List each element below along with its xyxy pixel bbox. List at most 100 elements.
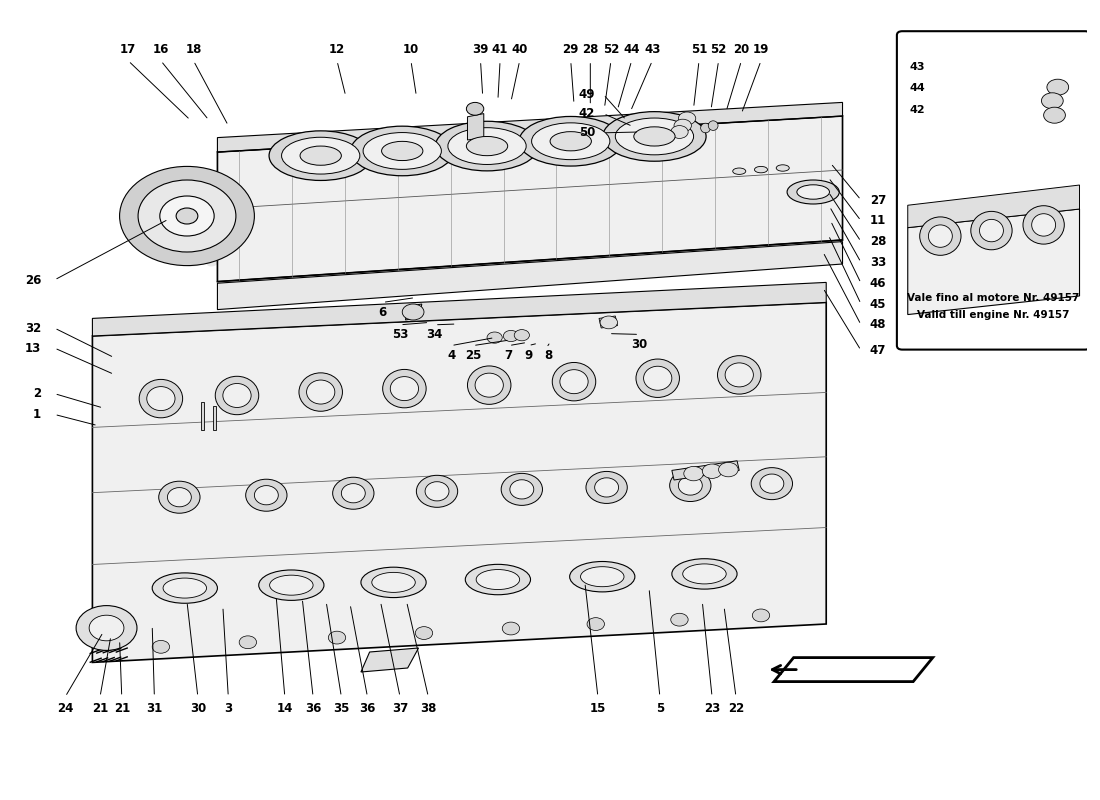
Text: 23: 23 xyxy=(704,702,720,714)
Ellipse shape xyxy=(928,225,953,247)
Text: 21: 21 xyxy=(92,702,108,714)
Ellipse shape xyxy=(307,380,334,404)
Text: 28: 28 xyxy=(582,43,598,56)
Ellipse shape xyxy=(708,121,718,130)
Ellipse shape xyxy=(363,133,441,170)
Ellipse shape xyxy=(725,363,754,387)
Ellipse shape xyxy=(475,373,504,397)
Polygon shape xyxy=(908,209,1079,314)
Circle shape xyxy=(601,316,617,329)
Text: Vale fino al motore Nr. 49157: Vale fino al motore Nr. 49157 xyxy=(908,293,1080,302)
Text: 3: 3 xyxy=(224,702,232,714)
Ellipse shape xyxy=(351,126,454,176)
Ellipse shape xyxy=(158,482,200,514)
Ellipse shape xyxy=(701,123,711,133)
Text: 33: 33 xyxy=(870,256,886,269)
Ellipse shape xyxy=(425,482,449,501)
Ellipse shape xyxy=(223,383,251,407)
Ellipse shape xyxy=(519,117,623,166)
Circle shape xyxy=(702,464,722,478)
Ellipse shape xyxy=(595,478,618,497)
Text: 25: 25 xyxy=(464,349,481,362)
Ellipse shape xyxy=(788,180,839,204)
Text: 1: 1 xyxy=(33,408,42,421)
Circle shape xyxy=(160,196,215,236)
Ellipse shape xyxy=(751,468,792,500)
Polygon shape xyxy=(92,282,826,336)
Ellipse shape xyxy=(502,474,542,506)
Text: 5: 5 xyxy=(656,702,664,714)
Ellipse shape xyxy=(270,575,314,595)
Text: 45: 45 xyxy=(870,298,887,310)
Ellipse shape xyxy=(466,137,508,156)
Text: 13: 13 xyxy=(25,342,42,354)
Ellipse shape xyxy=(245,479,287,511)
Ellipse shape xyxy=(644,366,672,390)
Text: 27: 27 xyxy=(870,194,886,206)
Text: 26: 26 xyxy=(25,274,42,286)
Ellipse shape xyxy=(971,211,1012,250)
Polygon shape xyxy=(406,304,421,320)
Ellipse shape xyxy=(300,146,341,166)
Ellipse shape xyxy=(382,142,422,161)
Text: 10: 10 xyxy=(403,43,419,56)
Ellipse shape xyxy=(679,476,702,495)
Circle shape xyxy=(752,609,770,622)
Polygon shape xyxy=(672,461,739,480)
Text: eurospares: eurospares xyxy=(179,239,408,273)
Ellipse shape xyxy=(163,578,207,598)
Ellipse shape xyxy=(670,470,711,502)
Ellipse shape xyxy=(510,480,534,499)
Circle shape xyxy=(587,618,604,630)
Text: 30: 30 xyxy=(631,338,648,350)
Text: 42: 42 xyxy=(579,107,595,120)
Text: 47: 47 xyxy=(870,344,887,357)
Text: 43: 43 xyxy=(910,62,925,72)
Ellipse shape xyxy=(299,373,342,411)
Ellipse shape xyxy=(465,564,530,594)
Circle shape xyxy=(403,304,424,320)
Circle shape xyxy=(514,330,529,341)
Text: 20: 20 xyxy=(734,43,749,56)
Text: 39: 39 xyxy=(472,43,488,56)
Ellipse shape xyxy=(146,386,175,410)
Polygon shape xyxy=(218,116,843,282)
Text: 43: 43 xyxy=(645,43,660,56)
Ellipse shape xyxy=(920,217,961,255)
Ellipse shape xyxy=(672,558,737,589)
Text: 53: 53 xyxy=(392,328,408,341)
Text: 21: 21 xyxy=(113,702,130,714)
Circle shape xyxy=(139,180,235,252)
Circle shape xyxy=(684,466,703,481)
Text: 41: 41 xyxy=(492,43,508,56)
Ellipse shape xyxy=(760,474,784,494)
Polygon shape xyxy=(218,102,843,152)
Text: 24: 24 xyxy=(57,702,74,714)
Text: 6: 6 xyxy=(378,306,387,318)
Ellipse shape xyxy=(683,564,726,584)
Ellipse shape xyxy=(254,486,278,505)
Text: 8: 8 xyxy=(543,349,552,362)
Circle shape xyxy=(487,332,503,343)
Circle shape xyxy=(718,462,738,477)
Circle shape xyxy=(328,631,345,644)
Text: 32: 32 xyxy=(25,322,42,334)
Text: 38: 38 xyxy=(420,702,437,714)
Text: 52: 52 xyxy=(711,43,727,56)
Polygon shape xyxy=(201,402,205,430)
Text: 52: 52 xyxy=(603,43,619,56)
Ellipse shape xyxy=(372,572,416,592)
Ellipse shape xyxy=(531,123,609,160)
Ellipse shape xyxy=(258,570,324,600)
Ellipse shape xyxy=(777,165,790,171)
Ellipse shape xyxy=(216,376,258,414)
Text: 17: 17 xyxy=(120,43,136,56)
Ellipse shape xyxy=(383,370,426,408)
Text: 48: 48 xyxy=(870,318,887,331)
Circle shape xyxy=(671,614,689,626)
Text: 37: 37 xyxy=(392,702,408,714)
Polygon shape xyxy=(213,406,217,430)
Ellipse shape xyxy=(167,488,191,507)
Text: 34: 34 xyxy=(427,328,443,341)
Text: 50: 50 xyxy=(579,126,595,139)
